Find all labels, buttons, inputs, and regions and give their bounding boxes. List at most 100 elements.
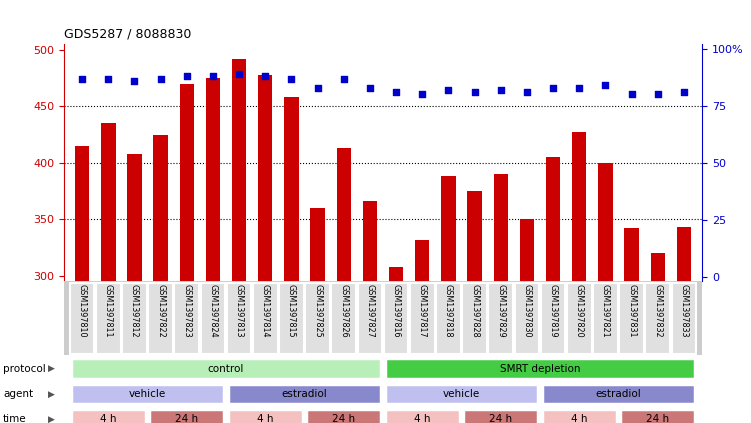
Point [495,87,507,93]
FancyBboxPatch shape [201,283,225,354]
Text: GSM1397825: GSM1397825 [313,284,322,338]
Text: GSM1397812: GSM1397812 [130,284,139,338]
Bar [650,253,665,423]
Text: GSM1397831: GSM1397831 [627,284,636,338]
FancyBboxPatch shape [463,283,487,354]
FancyBboxPatch shape [385,384,538,404]
FancyBboxPatch shape [541,409,617,423]
Text: GSM1397832: GSM1397832 [653,284,662,338]
Point [364,84,376,91]
Point [521,89,533,96]
Text: GSM1397818: GSM1397818 [444,284,453,338]
Bar [572,132,587,423]
Point [390,89,402,96]
Bar [363,201,377,423]
Point [652,91,664,98]
FancyBboxPatch shape [306,409,382,423]
Text: GSM1397816: GSM1397816 [391,284,400,338]
FancyBboxPatch shape [357,283,382,354]
Point [338,75,350,82]
Bar [284,97,299,423]
Text: GSM1397826: GSM1397826 [339,284,348,338]
FancyBboxPatch shape [671,283,696,354]
FancyBboxPatch shape [620,283,644,354]
Bar [127,154,142,423]
Text: GSM1397810: GSM1397810 [77,284,86,338]
Text: agent: agent [3,389,33,399]
FancyBboxPatch shape [410,283,435,354]
Text: 4 h: 4 h [257,415,273,423]
FancyBboxPatch shape [122,283,146,354]
Point [285,75,297,82]
Text: GSM1397821: GSM1397821 [601,284,610,338]
FancyBboxPatch shape [514,283,539,354]
Bar [153,135,167,423]
FancyBboxPatch shape [71,358,382,379]
Bar [467,191,482,423]
FancyBboxPatch shape [331,283,356,354]
Bar [336,148,351,423]
Text: GSM1397823: GSM1397823 [182,284,192,338]
Text: protocol: protocol [3,364,46,374]
Text: GSM1397811: GSM1397811 [104,284,113,338]
Bar [493,174,508,423]
FancyBboxPatch shape [279,283,303,354]
Text: 24 h: 24 h [175,415,198,423]
FancyBboxPatch shape [253,283,278,354]
Text: GSM1397824: GSM1397824 [209,284,218,338]
Text: vehicle: vehicle [443,389,480,399]
Bar [520,219,534,423]
Point [312,84,324,91]
FancyBboxPatch shape [463,409,538,423]
FancyBboxPatch shape [149,283,173,354]
Point [573,84,585,91]
Text: GSM1397833: GSM1397833 [680,284,689,338]
Point [442,87,454,93]
Bar [310,208,324,423]
FancyBboxPatch shape [541,384,695,404]
Point [207,73,219,80]
FancyBboxPatch shape [488,283,513,354]
FancyBboxPatch shape [593,283,617,354]
Text: ▶: ▶ [48,364,55,373]
Bar [75,146,89,423]
Bar [232,59,246,423]
Text: ▶: ▶ [48,415,55,423]
Text: SMRT depletion: SMRT depletion [499,364,581,374]
FancyBboxPatch shape [70,283,95,354]
Text: 4 h: 4 h [100,415,116,423]
Bar [415,239,430,423]
Text: control: control [208,364,244,374]
Point [599,82,611,89]
FancyBboxPatch shape [71,409,146,423]
Text: vehicle: vehicle [129,389,166,399]
Bar [677,227,691,423]
Point [678,89,690,96]
Text: 4 h: 4 h [571,415,587,423]
Text: GSM1397817: GSM1397817 [418,284,427,338]
Point [102,75,114,82]
Text: GSM1397822: GSM1397822 [156,284,165,338]
FancyBboxPatch shape [436,283,460,354]
Text: 4 h: 4 h [414,415,430,423]
FancyBboxPatch shape [306,283,330,354]
Text: ▶: ▶ [48,390,55,398]
Text: 24 h: 24 h [489,415,512,423]
Text: GDS5287 / 8088830: GDS5287 / 8088830 [64,27,192,40]
FancyBboxPatch shape [149,409,225,423]
Bar [546,157,560,423]
FancyBboxPatch shape [385,358,695,379]
Text: GSM1397820: GSM1397820 [575,284,584,338]
Point [626,91,638,98]
Point [233,71,245,77]
Point [181,73,193,80]
Text: GSM1397814: GSM1397814 [261,284,270,338]
FancyBboxPatch shape [228,409,303,423]
Text: GSM1397828: GSM1397828 [470,284,479,338]
Point [76,75,88,82]
Bar [624,228,639,423]
Text: estradiol: estradiol [596,389,641,399]
Text: GSM1397829: GSM1397829 [496,284,505,338]
FancyBboxPatch shape [71,384,225,404]
Bar [599,163,613,423]
